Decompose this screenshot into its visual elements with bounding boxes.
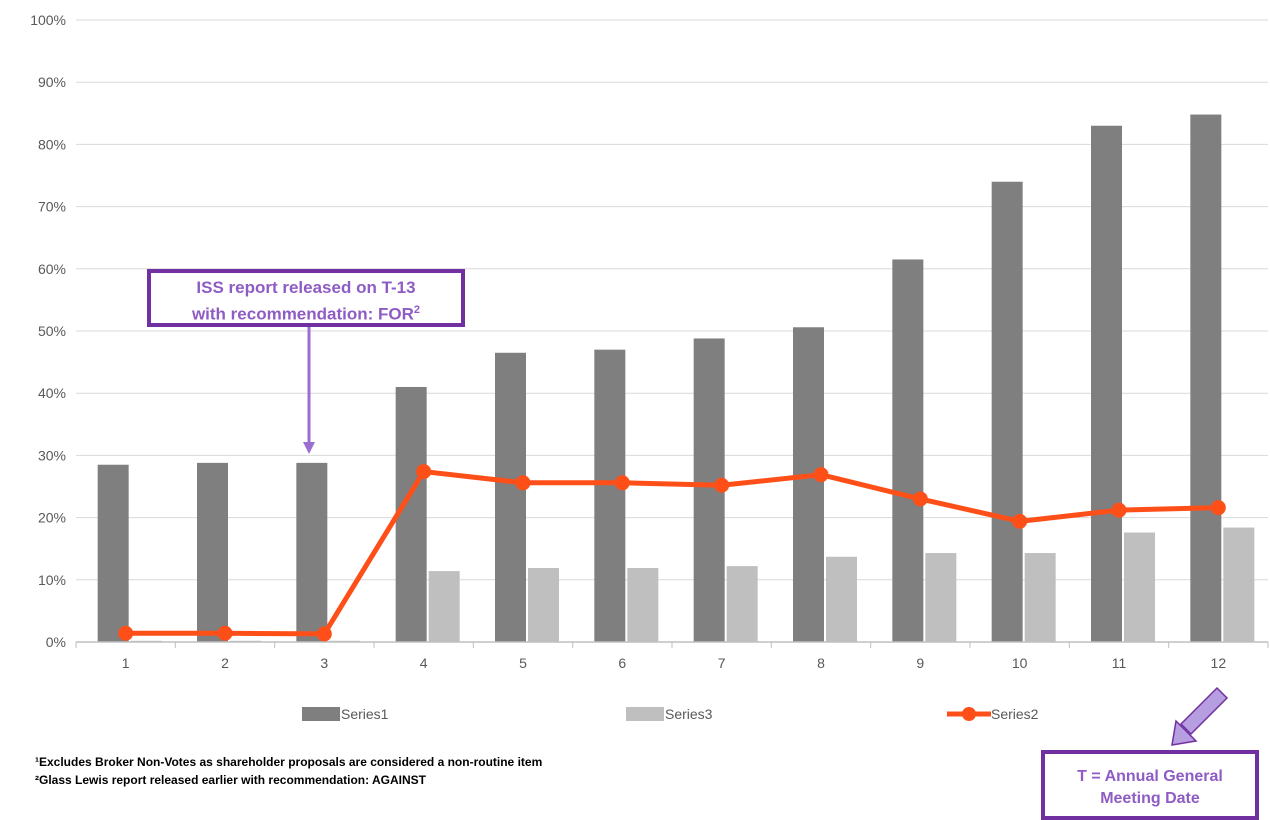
agm-annotation-line1: T = Annual General: [1077, 768, 1223, 785]
series2-line: [118, 464, 1226, 642]
bar-series3: [1024, 553, 1056, 642]
bar-series1: [892, 259, 924, 642]
y-tick-label: 90%: [38, 74, 66, 90]
bar-series1: [197, 462, 228, 642]
footnote-2: ²Glass Lewis report released earlier wit…: [35, 773, 427, 787]
bar-series3: [428, 571, 460, 642]
point-series2: [912, 491, 928, 507]
bar-series1: [793, 327, 824, 642]
iss-annotation-line2-text: with recommendation: FOR: [191, 304, 414, 324]
bar-series1: [594, 349, 626, 642]
iss-annotation-line1: ISS report released on T-13: [196, 278, 416, 297]
x-tick-label: 12: [1211, 655, 1227, 671]
x-tick-label: 2: [221, 655, 229, 671]
gridlines: [76, 19, 1268, 581]
legend-label-series3: Series3: [665, 706, 713, 722]
point-series2: [1012, 513, 1028, 529]
y-axis: 0% 10% 20% 30% 40% 50% 60% 70% 80% 90% 100%: [30, 12, 66, 650]
x-tick-label: 8: [817, 655, 825, 671]
line-series2: [125, 469, 1219, 637]
iss-arrow: [303, 327, 315, 454]
legend-label-series2: Series2: [991, 706, 1039, 722]
iss-annotation-footnote-mark: 2: [413, 304, 421, 316]
x-tick-label: 4: [420, 655, 428, 671]
y-tick-label: 80%: [38, 136, 66, 152]
bar-series1: [296, 462, 328, 642]
x-tick-label: 5: [519, 655, 527, 671]
bar-series1: [495, 352, 526, 642]
bar-series3: [1223, 527, 1255, 642]
agm-arrow: [1171, 686, 1229, 746]
point-series2: [614, 475, 630, 491]
legend-swatch-series1: [302, 707, 340, 721]
agm-annotation-line2: Meeting Date: [1100, 790, 1200, 807]
point-series2: [1111, 502, 1127, 518]
legend-label-series1: Series1: [341, 706, 389, 722]
x-tick-label: 9: [916, 655, 924, 671]
bar-series1: [97, 464, 129, 642]
legend-swatch-series3: [626, 707, 664, 721]
bar-series3: [726, 566, 758, 642]
bar-series3: [528, 567, 559, 642]
point-series2: [316, 626, 332, 642]
point-series2: [813, 467, 829, 483]
point-series2: [714, 477, 730, 493]
legend-marker-series2: [962, 707, 976, 721]
y-tick-label: 60%: [38, 261, 66, 277]
bar-series3: [925, 553, 957, 642]
y-tick-label: 10%: [38, 572, 66, 588]
x-tick-label: 10: [1012, 655, 1028, 671]
y-tick-label: 20%: [38, 510, 66, 526]
point-series2: [1210, 500, 1226, 516]
iss-annotation-box: ISS report released on T-13 with recomme…: [147, 269, 465, 327]
bar-series3: [826, 556, 857, 642]
bar-series1: [1190, 114, 1222, 642]
bar-series3: [1124, 532, 1155, 642]
legend: Series1 Series3 Series2: [302, 706, 1039, 722]
point-series2: [118, 625, 134, 641]
y-tick-label: 30%: [38, 447, 66, 463]
iss-annotation-line2: with recommendation: FOR2: [151, 299, 461, 326]
footnote-1: ¹Excludes Broker Non-Votes as shareholde…: [35, 755, 543, 769]
y-tick-label: 0%: [46, 634, 66, 650]
bars: [97, 114, 1255, 643]
bar-series1: [1091, 125, 1122, 643]
x-tick-label: 6: [618, 655, 626, 671]
bar-series1: [991, 181, 1023, 642]
x-tick-label: 1: [122, 655, 130, 671]
x-tick-label: 7: [718, 655, 726, 671]
x-axis: 1 2 3 4 5 6 7 8 9 10 11 12: [75, 641, 1269, 671]
y-tick-label: 50%: [38, 323, 66, 339]
y-tick-label: 70%: [38, 199, 66, 215]
point-series2: [416, 464, 432, 480]
point-series2: [217, 625, 233, 641]
y-tick-label: 40%: [38, 385, 66, 401]
bar-series1: [395, 386, 427, 642]
agm-annotation-box: T = Annual General Meeting Date: [1041, 750, 1259, 820]
point-series2: [515, 475, 531, 491]
x-tick-label: 3: [320, 655, 328, 671]
y-tick-label: 100%: [30, 12, 66, 28]
x-tick-label: 11: [1112, 655, 1127, 671]
bar-series3: [627, 567, 659, 642]
